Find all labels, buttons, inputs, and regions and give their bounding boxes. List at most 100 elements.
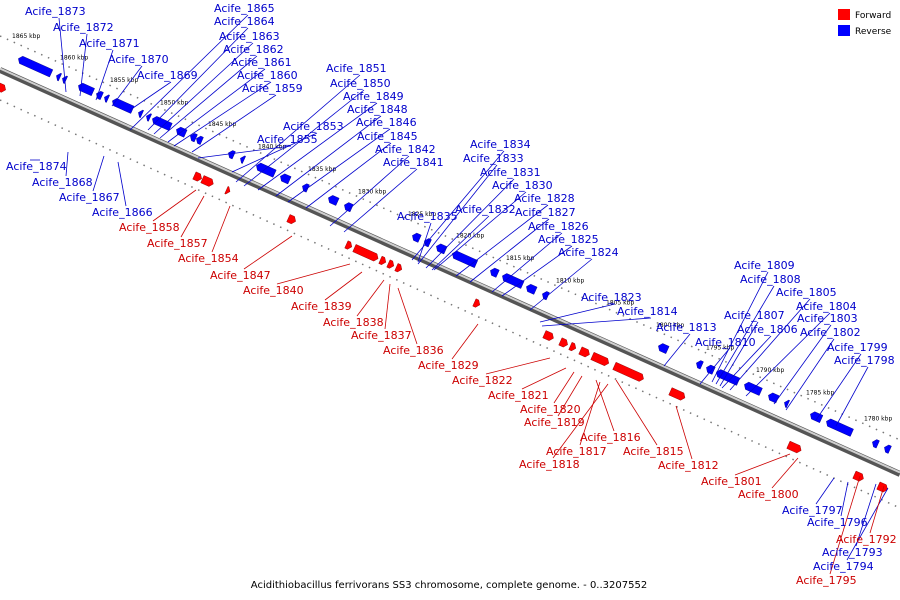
- label-leader: [153, 42, 254, 135]
- reverse-gene: [452, 250, 478, 269]
- forward-gene-label: Acife_1822: [452, 374, 513, 387]
- tick-label: 1810 kbp: [556, 277, 584, 284]
- forward-gene: [0, 82, 6, 93]
- label-leader: [159, 55, 258, 139]
- label-leader: [329, 155, 410, 227]
- forward-gene-label: Acife_1801: [701, 475, 762, 488]
- forward-gene-label: Acife_1839: [291, 300, 352, 313]
- reverse-gene-label: Acife_1794: [813, 560, 874, 573]
- reverse-gene: [104, 94, 110, 103]
- reverse-gene-label: Acife_1814: [617, 305, 678, 318]
- label-leader: [243, 235, 293, 270]
- label-leader: [305, 142, 392, 209]
- label-leader: [840, 481, 849, 517]
- tick-label: 1785 kbp: [806, 389, 834, 396]
- label-leader: [815, 353, 862, 421]
- reverse-gene-label: Acife_1863: [219, 30, 280, 43]
- label-leader: [431, 215, 490, 271]
- label-leader: [529, 258, 593, 311]
- reverse-gene-label: Acife_1825: [538, 233, 599, 246]
- label-leader: [95, 49, 114, 101]
- label-leader: [785, 338, 835, 411]
- label-leader: [552, 383, 609, 459]
- forward-gene: [668, 387, 686, 401]
- reverse-gene-label: Acife_1832: [455, 203, 516, 216]
- legend-forward-swatch: [838, 9, 850, 20]
- tick-label: 1795 kbp: [706, 345, 734, 352]
- legend-forward-label: Forward: [855, 11, 891, 21]
- forward-gene: [344, 240, 353, 250]
- reverse-gene-label: Acife_1848: [347, 103, 408, 116]
- reverse-gene-label: Acife_1850: [330, 77, 391, 90]
- label-leader: [356, 279, 385, 317]
- reverse-gene-label: Acife_1871: [79, 37, 140, 50]
- label-leader: [719, 321, 759, 387]
- reverse-gene-label: Acife_1859: [242, 82, 303, 95]
- label-leader: [485, 357, 551, 375]
- label-leader: [417, 222, 432, 263]
- label-leader: [557, 375, 583, 417]
- forward-gene-label: Acife_1795: [796, 574, 857, 587]
- reverse-gene: [826, 418, 854, 437]
- forward-gene: [200, 175, 214, 187]
- label-leader: [180, 195, 205, 238]
- reverse-gene-label: Acife_1862: [223, 43, 284, 56]
- forward-gene: [786, 440, 802, 454]
- forward-gene: [192, 171, 202, 182]
- label-leader: [275, 115, 382, 197]
- forward-gene-label: Acife_1812: [658, 459, 719, 472]
- reverse-gene-label: Acife_1831: [480, 166, 541, 179]
- label-leader: [541, 317, 652, 327]
- label-leader: [167, 68, 266, 143]
- label-leader: [433, 191, 527, 271]
- reverse-gene-label: Acife_1846: [356, 116, 417, 129]
- label-leader: [79, 33, 88, 97]
- label-leader: [835, 366, 869, 427]
- reverse-gene-label: Acife_1830: [492, 179, 553, 192]
- reverse-gene: [344, 202, 354, 213]
- forward-gene: [876, 481, 888, 493]
- genome-backbone: [0, 67, 900, 474]
- forward-gene: [394, 263, 403, 273]
- label-leader: [491, 232, 563, 293]
- label-leader: [397, 287, 418, 345]
- forward-gene-label: Acife_1817: [546, 445, 607, 458]
- tick-label: 1825 kbp: [408, 211, 436, 218]
- label-leader: [595, 379, 615, 432]
- forward-gene-label: Acife_1818: [519, 458, 580, 471]
- label-leader: [539, 303, 616, 323]
- label-leader: [846, 487, 889, 561]
- label-leader: [521, 367, 567, 390]
- reverse-gene-label: Acife_1872: [53, 21, 114, 34]
- reverse-gene-label: Acife_1835: [397, 210, 458, 223]
- label-leader: [417, 164, 498, 265]
- legend: Forward Reverse: [838, 9, 892, 37]
- reverse-gene: [256, 162, 277, 178]
- forward-gene-label: Acife_1792: [836, 533, 897, 546]
- tick-label: 1845 kbp: [208, 121, 236, 128]
- reverse-gene-label: Acife_1823: [581, 291, 642, 304]
- label-leader: [699, 348, 730, 385]
- forward-gene-label: Acife_1800: [738, 488, 799, 501]
- forward-gene-label: Acife_1815: [623, 445, 684, 458]
- forward-gene: [542, 330, 554, 341]
- label-leader: [773, 324, 832, 405]
- label-leader: [579, 381, 601, 446]
- gene-labels: Acife_1873 Acife_1872 Acife_1871 Acife_1870…: [6, 2, 897, 587]
- reverse-gene: [280, 173, 292, 185]
- forward-gene: [286, 214, 296, 225]
- reverse-gene: [240, 155, 246, 164]
- label-leader: [173, 81, 272, 147]
- label-leader: [384, 283, 391, 330]
- reverse-gene-label: Acife_1868: [32, 176, 93, 189]
- reverse-gene-label: Acife_1855: [257, 133, 318, 146]
- label-leader: [451, 323, 479, 360]
- forward-track-dotted: [0, 99, 900, 509]
- gene-features: [0, 55, 892, 493]
- forward-gene-label: Acife_1858: [119, 221, 180, 234]
- label-leader: [553, 371, 575, 404]
- label-leader: [65, 151, 69, 177]
- reverse-gene-label: Acife_1797: [782, 504, 843, 517]
- reverse-gene: [526, 284, 538, 295]
